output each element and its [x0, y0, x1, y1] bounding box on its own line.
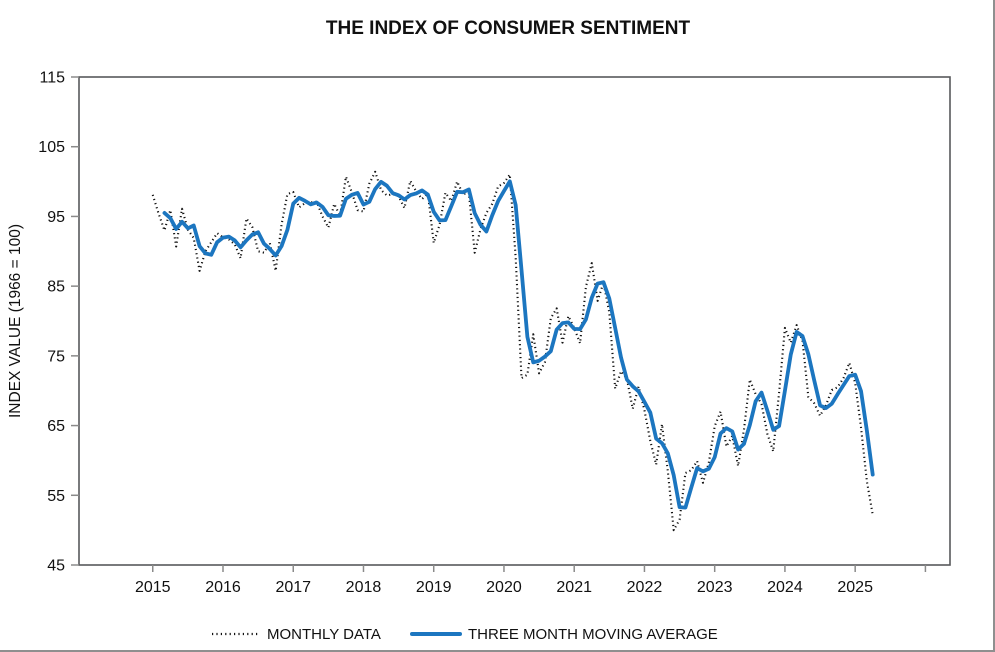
y-axis-tick-label: 65 — [47, 418, 65, 435]
y-axis-tick-label: 45 — [47, 558, 65, 575]
moving-average-line — [162, 179, 875, 510]
x-axis-tick-label: 2018 — [346, 579, 382, 596]
x-axis: 2015 2016 2017 2018 2019 2020 2021 2022 2023 2024… — [135, 565, 927, 596]
x-axis-tick-label: 2020 — [486, 579, 522, 596]
y-axis-tick-label: 55 — [47, 488, 65, 505]
y-axis-tick-label: 85 — [47, 279, 65, 296]
x-axis-tick-label: 2023 — [697, 579, 733, 596]
x-axis-tick-label: 2025 — [837, 579, 873, 596]
y-axis-tick-label: 95 — [47, 209, 65, 226]
y-axis: 45 55 65 75 85 95 105 115 — [38, 70, 79, 575]
x-axis-tick-label: 2016 — [205, 579, 241, 596]
x-axis-tick-label: 2015 — [135, 579, 171, 596]
series-moving-average — [162, 179, 875, 510]
y-axis-tick-label: 115 — [39, 70, 65, 87]
legend-moving-average-label: THREE MONTH MOVING AVERAGE — [468, 626, 718, 643]
y-axis-tick-label: 105 — [38, 139, 65, 156]
x-axis-tick-label: 2019 — [416, 579, 452, 596]
x-axis-tick-label: 2022 — [627, 579, 663, 596]
series-monthly — [151, 170, 874, 532]
chart-title: THE INDEX OF CONSUMER SENTIMENT — [326, 18, 691, 39]
legend-monthly-label: MONTHLY DATA — [267, 626, 381, 643]
y-axis-title: INDEX VALUE (1966 = 100) — [7, 224, 24, 418]
legend: MONTHLY DATA THREE MONTH MOVING AVERAGE — [212, 626, 718, 643]
x-axis-tick-label: 2021 — [556, 579, 592, 596]
x-axis-tick-label: 2024 — [767, 579, 803, 596]
plot-area-border — [78, 76, 951, 566]
x-axis-tick-label: 2017 — [275, 579, 311, 596]
monthly-data-line — [151, 170, 874, 532]
y-axis-tick-label: 75 — [47, 348, 65, 365]
